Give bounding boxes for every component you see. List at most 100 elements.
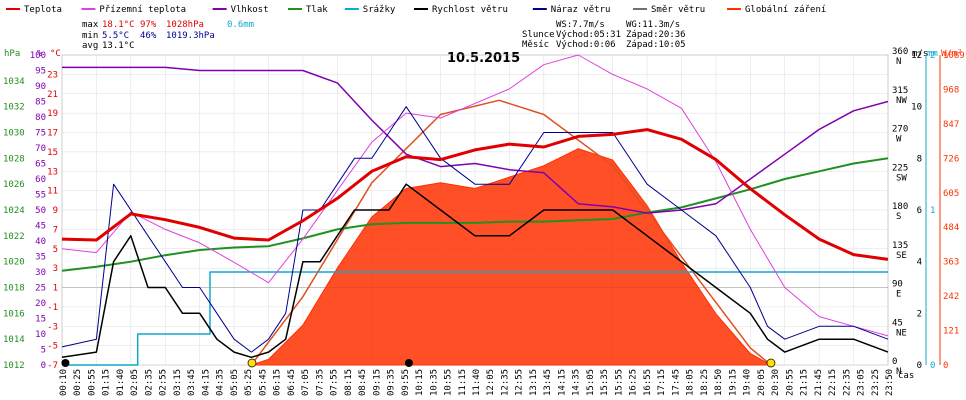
tick-wm: 0 — [943, 361, 948, 371]
tick-time: 07:55 — [330, 369, 340, 396]
tick-time: 18:25 — [700, 369, 710, 396]
tick-pct: 50 — [35, 206, 46, 216]
tick-time: 15:55 — [614, 369, 624, 396]
tick-hpa: 1020 — [3, 258, 25, 268]
axis-unit-time: čas — [898, 370, 914, 381]
tick-time: 02:55 — [159, 369, 169, 396]
sunset-marker — [766, 358, 776, 368]
tick-deg: 270 — [892, 125, 908, 135]
tick-pct: 25 — [35, 284, 46, 294]
tick-ms: 2 — [917, 309, 922, 319]
tick-deg: 90 — [892, 280, 903, 290]
tick-time: 23:25 — [871, 369, 881, 396]
tick-hpa: 1022 — [3, 232, 25, 242]
axis-unit-degc: °C — [50, 49, 61, 59]
tick-time: 03:15 — [173, 369, 183, 396]
tick-wm: 363 — [943, 258, 959, 268]
tick-degc: -7 — [47, 361, 58, 371]
tick-time: 09:55 — [401, 369, 411, 396]
series-p-zemn-teplota — [61, 54, 889, 337]
tick-time: 20:55 — [785, 369, 795, 396]
tick-deg: 315 — [892, 86, 908, 96]
tick-time: 00:25 — [73, 369, 83, 396]
tick-hpa: 1028 — [3, 154, 25, 164]
tick-time: 02:35 — [144, 369, 154, 396]
tick-pct: 70 — [35, 144, 46, 154]
tick-time: 22:15 — [828, 369, 838, 396]
axis-unit-mm: mm — [927, 49, 938, 59]
tick-time: 06:45 — [287, 369, 297, 396]
tick-pct: 95 — [35, 67, 46, 77]
tick-time: 13:15 — [529, 369, 539, 396]
legend-label-3: Tlak — [306, 5, 328, 15]
tick-ms: 6 — [917, 206, 922, 216]
tick-time: 15:35 — [600, 369, 610, 396]
tick-time: 17:15 — [657, 369, 667, 396]
tick-time: 00:55 — [87, 369, 97, 396]
tick-dir: W — [896, 135, 902, 145]
tick-degc: 3 — [53, 264, 58, 274]
tick-degc: -1 — [47, 303, 58, 313]
stat-max-hum: 97% — [140, 20, 157, 30]
tick-time: 20:05 — [757, 369, 767, 396]
tick-time: 12:05 — [486, 369, 496, 396]
tick-pct: 100 — [30, 51, 46, 61]
tick-dir: N — [896, 57, 901, 67]
info-wg: WG:11.3m/s — [626, 20, 680, 30]
tick-wm: 242 — [943, 292, 959, 302]
legend-label-7: Směr větru — [651, 5, 705, 15]
tick-time: 19:40 — [743, 369, 753, 396]
tick-mm: 1 — [930, 206, 935, 216]
axis-unit-wm: W/m² — [941, 49, 963, 59]
legend-label-5: Rychlost větru — [432, 5, 508, 15]
tick-pct: 65 — [35, 160, 46, 170]
tick-pct: 60 — [35, 175, 46, 185]
info-sun-rise: Východ:05:31 — [556, 30, 621, 40]
stat-avg-temp: 13.1°C — [102, 41, 135, 51]
tick-time: 22:35 — [842, 369, 852, 396]
tick-time: 13:45 — [543, 369, 553, 396]
tick-time: 15:05 — [586, 369, 596, 396]
tick-time: 10:15 — [415, 369, 425, 396]
tick-degc: 13 — [47, 167, 58, 177]
tick-ms: 10 — [911, 103, 922, 113]
tick-pct: 40 — [35, 237, 46, 247]
legend-label-0: Teplota — [24, 5, 62, 15]
info-ws: WS:7.7m/s — [556, 20, 605, 30]
tick-hpa: 1034 — [3, 77, 25, 87]
tick-degc: 15 — [47, 148, 58, 158]
tick-time: 08:15 — [344, 369, 354, 396]
tick-dir: SW — [896, 173, 907, 183]
tick-time: 04:15 — [201, 369, 211, 396]
tick-deg: 360 — [892, 47, 908, 57]
tick-wm: 484 — [943, 223, 959, 233]
info-moon-label: Měsíc — [522, 40, 549, 50]
tick-time: 05:25 — [244, 369, 254, 396]
tick-pct: 20 — [35, 299, 46, 309]
tick-time: 01:15 — [102, 369, 112, 396]
tick-mm: 2 — [930, 51, 935, 61]
tick-pct: 30 — [35, 268, 46, 278]
series-teplota — [61, 128, 889, 261]
tick-ms: 4 — [917, 258, 922, 268]
tick-ms: 12 — [911, 51, 922, 61]
tick-pct: 75 — [35, 129, 46, 139]
tick-time: 09:35 — [387, 369, 397, 396]
tick-deg: 45 — [892, 318, 903, 328]
tick-wm: 1089 — [943, 51, 965, 61]
tick-time: 11:15 — [458, 369, 468, 396]
tick-pct: 10 — [35, 330, 46, 340]
tick-wm: 847 — [943, 120, 959, 130]
tick-time: 23:50 — [885, 369, 895, 396]
tick-hpa: 1012 — [3, 361, 25, 371]
tick-pct: 45 — [35, 222, 46, 232]
tick-pct: 90 — [35, 82, 46, 92]
tick-pct: 85 — [35, 98, 46, 108]
tick-time: 06:15 — [273, 369, 283, 396]
tick-time: 23:05 — [857, 369, 867, 396]
tick-deg: 180 — [892, 202, 908, 212]
series-rychlost-v-tru — [61, 183, 889, 359]
stats-block: max 18.1°C 97% 1028hPa 0.6mm min 5.5°C 4… — [82, 20, 254, 51]
tick-hpa: 1030 — [3, 129, 25, 139]
tick-degc: 5 — [53, 245, 58, 255]
